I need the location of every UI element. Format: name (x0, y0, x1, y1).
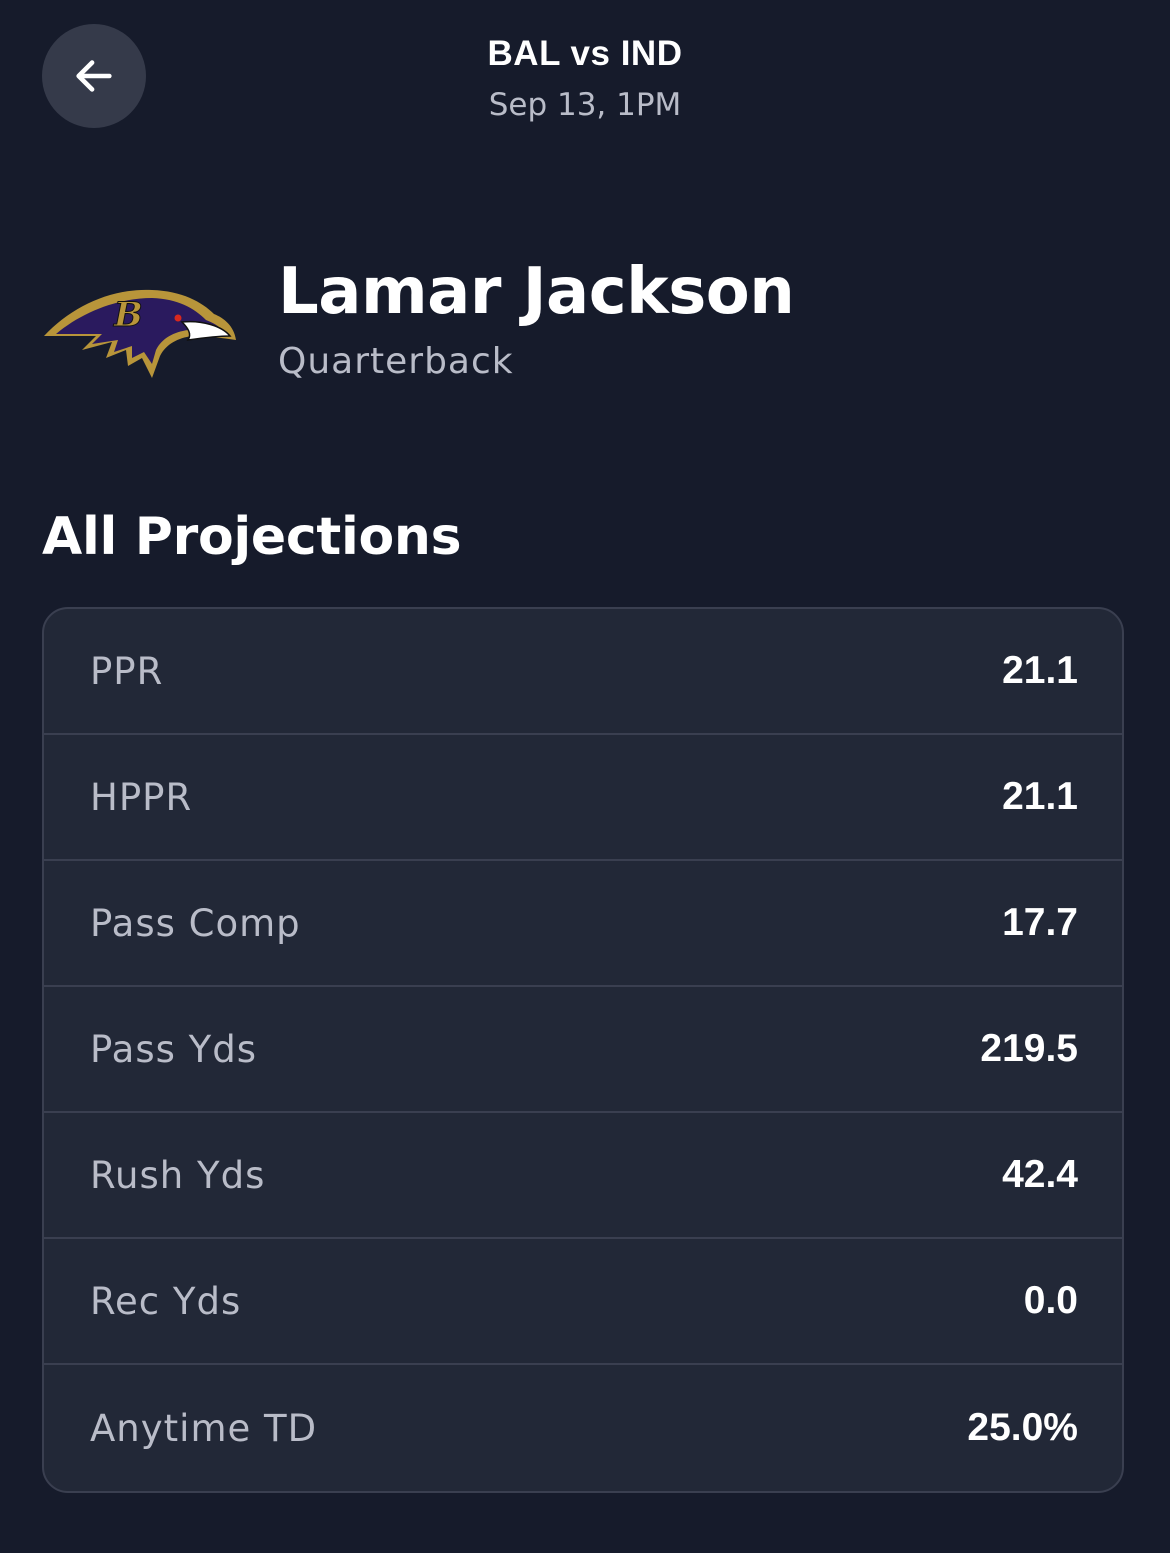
back-button[interactable] (42, 24, 146, 128)
svg-text:B: B (113, 295, 143, 335)
projection-value: 42.4 (1002, 1153, 1078, 1196)
projection-label: Rush Yds (90, 1153, 266, 1197)
projection-label: HPPR (90, 775, 193, 819)
matchup-title: BAL vs IND (487, 34, 683, 73)
projection-value: 21.1 (1002, 649, 1078, 692)
projection-label: PPR (90, 649, 164, 693)
projection-row-pass-yds: Pass Yds 219.5 (44, 987, 1122, 1113)
projection-row-rec-yds: Rec Yds 0.0 (44, 1239, 1122, 1365)
projection-value: 219.5 (980, 1027, 1078, 1070)
projection-value: 0.0 (1023, 1279, 1078, 1322)
projection-row-anytime-td: Anytime TD 25.0% (44, 1365, 1122, 1491)
projection-label: Pass Comp (90, 901, 301, 945)
player-name: Lamar Jackson (278, 255, 795, 329)
projection-value: 25.0% (967, 1406, 1078, 1449)
game-time: Sep 13, 1PM (488, 87, 682, 123)
projection-row-ppr: PPR 21.1 (44, 609, 1122, 735)
arrow-left-icon (76, 60, 112, 92)
projection-row-pass-comp: Pass Comp 17.7 (44, 861, 1122, 987)
projection-label: Rec Yds (90, 1279, 242, 1323)
player-position: Quarterback (278, 341, 514, 382)
game-header: BAL vs IND Sep 13, 1PM (0, 30, 1170, 128)
ravens-logo: B (44, 289, 236, 378)
player-info: B Lamar Jackson Quarterback (42, 250, 795, 386)
section-title: All Projections (42, 507, 462, 567)
projection-value: 17.7 (1002, 901, 1078, 944)
projection-row-hppr: HPPR 21.1 (44, 735, 1122, 861)
projection-row-rush-yds: Rush Yds 42.4 (44, 1113, 1122, 1239)
projection-value: 21.1 (1002, 775, 1078, 818)
projection-label: Anytime TD (90, 1406, 318, 1450)
projections-card: PPR 21.1 HPPR 21.1 Pass Comp 17.7 Pass Y… (42, 607, 1124, 1493)
projection-label: Pass Yds (90, 1027, 258, 1071)
